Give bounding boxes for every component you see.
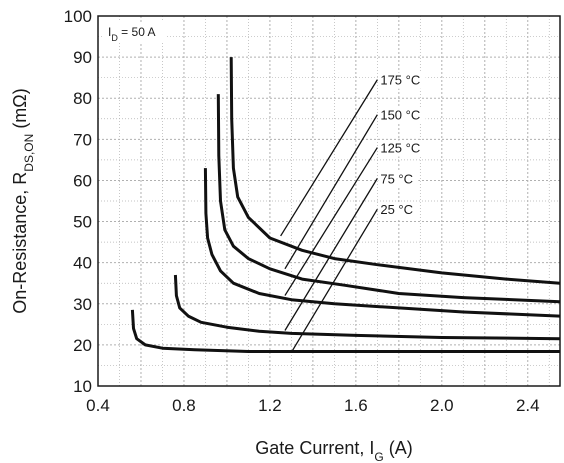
series-line: [173, 274, 561, 341]
callout-line: [284, 178, 378, 331]
temp-label-bg: [378, 140, 426, 157]
plot-frame: [97, 15, 561, 387]
y-tick-label: 40: [73, 254, 92, 273]
temp-label-bg: [378, 72, 426, 89]
y-axis-label: On-Resistance, RDS,ON (mΩ): [10, 88, 36, 314]
x-tick-label: 2.4: [516, 396, 540, 415]
y-tick-label: 20: [73, 336, 92, 355]
temp-label-bg: [378, 202, 419, 219]
x-axis-label: Gate Current, IG (A): [255, 438, 412, 463]
temp-label-bg: [378, 171, 419, 188]
x-tick-label: 2.0: [430, 396, 454, 415]
y-tick-label: 30: [73, 295, 92, 314]
y-tick-label: 70: [73, 130, 92, 149]
temp-label: 25 °C: [380, 202, 413, 217]
condition-box: ID = 50 A: [104, 22, 166, 43]
x-tick-label: 1.6: [344, 396, 368, 415]
temp-label: 125 °C: [380, 141, 420, 156]
y-tick-label: 10: [73, 377, 92, 396]
y-tick-label: 60: [73, 171, 92, 190]
x-tick-label: 1.2: [258, 396, 282, 415]
condition-label: ID = 50 A: [108, 25, 156, 43]
x-tick-labels: 0.4 0.8 1.2 1.6 2.0 2.4: [86, 396, 539, 415]
y-tick-labels: 10 20 30 40 50 60 70 80 90 100: [64, 7, 92, 396]
y-tick-label: 80: [73, 89, 92, 108]
series-line: [216, 94, 561, 304]
series-layer: [130, 57, 561, 353]
callout-line: [284, 147, 378, 296]
callout-line: [290, 208, 378, 353]
temp-label: 175 °C: [380, 73, 420, 88]
temp-label-bg: [378, 107, 426, 124]
x-tick-label: 0.4: [86, 396, 110, 415]
series-line: [130, 309, 560, 353]
callout-line: [280, 79, 378, 237]
y-tick-label: 90: [73, 48, 92, 67]
series-line: [203, 168, 561, 318]
y-tick-label: 100: [64, 7, 92, 26]
callout-layer: 175 °C 150 °C 125 °C 75 °C 25 °C: [280, 72, 426, 353]
callout-line: [284, 114, 378, 270]
x-tick-label: 0.8: [172, 396, 196, 415]
y-tick-label: 50: [73, 213, 92, 232]
grid: [98, 16, 560, 386]
series-line: [229, 57, 561, 285]
temp-label: 150 °C: [380, 108, 420, 123]
temp-label: 75 °C: [380, 171, 413, 186]
